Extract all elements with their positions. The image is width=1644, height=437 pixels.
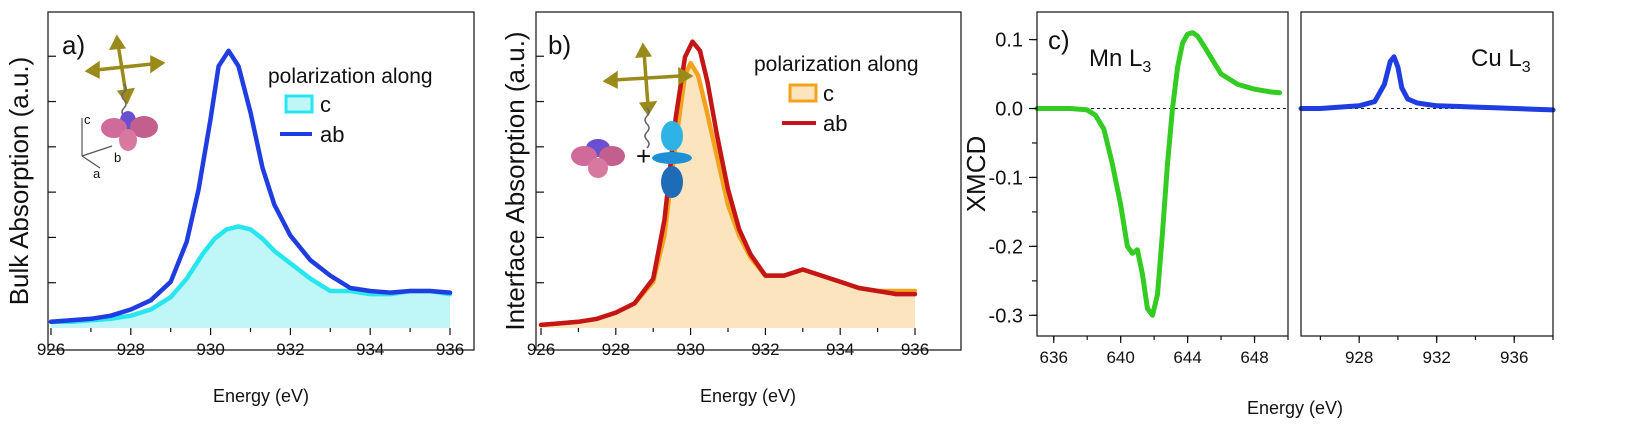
panel-b-series-ab-line <box>538 39 918 328</box>
panel-b-inset-plus-sign: + <box>636 141 651 171</box>
panel-b-legend-swatch-c <box>788 83 818 103</box>
panel-c-cu-xmcd-line <box>1298 54 1556 113</box>
panel-a-plot-area <box>48 48 453 328</box>
panel-c-label: c) <box>1048 25 1070 55</box>
panel-a-x-tick-label: 932 <box>276 340 304 359</box>
panel-c-cu-x-tick-label: 928 <box>1345 348 1373 367</box>
panel-a-x-tick-label: 936 <box>436 340 464 359</box>
panel-c-y-ticks: 0.1 0.0 -0.1 -0.2 -0.3 <box>989 30 1037 327</box>
panel-b-x-tick-label: 934 <box>826 340 854 359</box>
panel-a-frame <box>47 11 475 351</box>
panel-a-x-tick-label: 926 <box>37 340 65 359</box>
panel-b-x-ticks: 926 928 930 932 934 936 <box>527 328 929 359</box>
panel-a-x-ticks: 926 928 930 932 934 936 <box>37 328 464 359</box>
panel-b-x-tick-label: 930 <box>676 340 704 359</box>
panel-b-plot-area <box>538 39 918 328</box>
panel-a-x-tick-label: 930 <box>196 340 224 359</box>
panel-b-y-ticks <box>536 55 544 284</box>
panel-c-mn-x-tick-label: 648 <box>1240 348 1268 367</box>
panel-b-y-axis-title: Interface Absorption (a.u.) <box>500 31 530 330</box>
panel-a-inset-orbital-icon <box>101 111 158 151</box>
panel-c-mn-annotation: Mn L3 <box>1089 45 1151 76</box>
panel-a-label: a) <box>62 30 85 60</box>
panel-b: 926 928 930 932 934 936 b) Energy (eV) Interf… <box>500 11 962 406</box>
panel-c-mn-frame <box>1036 11 1289 337</box>
panel-a: 926 928 930 932 934 936 a) Energy (eV) Bulk A… <box>4 11 475 406</box>
panel-a-inset-polarization-arrows-icon <box>84 34 166 105</box>
panel-a-series-c-fill <box>51 226 450 328</box>
panel-c-y-tick-label: 0.0 <box>995 99 1023 121</box>
panel-b-inset-dz2-orbital-icon <box>652 121 692 198</box>
panel-c-y-tick-label: -0.2 <box>989 236 1023 258</box>
panel-a-series-ab-line <box>48 48 453 325</box>
panel-b-inset-wave-icon <box>644 107 650 149</box>
panel-c-y-tick-label: -0.1 <box>989 167 1023 189</box>
panel-a-x-tick-label: 928 <box>117 340 145 359</box>
panel-c-mn-x-ticks: 636 640 644 648 <box>1040 336 1289 367</box>
panel-b-x-tick-label: 936 <box>901 340 929 359</box>
panel-c-mn-x-tick-label: 640 <box>1106 348 1134 367</box>
panel-c-cu-x-tick-label: 932 <box>1423 348 1451 367</box>
panel-a-inset-axis-a-label: a <box>93 166 101 181</box>
panel-b-label: b) <box>548 30 571 60</box>
panel-b-series-c-fill <box>541 63 915 328</box>
panel-b-x-tick-label: 932 <box>751 340 779 359</box>
panel-a-legend-label-c: c <box>320 92 331 117</box>
panel-b-legend-label-c: c <box>823 81 834 106</box>
panel-c-cu-frame <box>1300 11 1554 337</box>
panel-a-inset-wave-icon <box>121 83 127 117</box>
panel-b-inset-orbital-icon <box>571 139 625 178</box>
panel-c-mn-plot-area <box>1034 30 1288 318</box>
panel-c-cu-plot-area <box>1298 54 1556 113</box>
panel-b-frame <box>535 11 962 351</box>
panel-a-inset-crystal-axes-icon <box>81 118 113 169</box>
panel-a-legend-title: polarization along <box>268 65 433 88</box>
panel-a-x-tick-label: 934 <box>356 340 384 359</box>
panel-a-x-axis-title: Energy (eV) <box>213 386 309 406</box>
panel-b-x-tick-label: 926 <box>527 340 555 359</box>
panel-c-mn-xmcd-line <box>1034 30 1283 318</box>
panel-b-x-axis-title: Energy (eV) <box>700 386 796 406</box>
panel-c-mn-x-tick-label: 636 <box>1040 348 1068 367</box>
panel-a-y-axis-title: Bulk Absorption (a.u.) <box>4 57 34 306</box>
panel-b-legend-title: polarization along <box>754 53 919 76</box>
panel-a-y-ticks <box>48 55 56 284</box>
panel-c-cu-x-ticks: 928 932 936 <box>1319 336 1554 367</box>
panel-c-y-tick-label: -0.3 <box>989 305 1023 327</box>
panel-c-y-tick-label: 0.1 <box>995 30 1023 52</box>
panel-b-x-tick-label: 928 <box>602 340 630 359</box>
panel-b-legend-label-ab: ab <box>823 111 847 136</box>
panel-a-series-c-line <box>48 224 453 325</box>
panel-c: 636 640 644 648 928 932 936 0.1 0.0 -0.1 -0.2 -0.… <box>961 11 1556 418</box>
panel-a-inset-axis-b-label: b <box>114 150 121 165</box>
panel-c-mn-x-tick-label: 644 <box>1173 348 1201 367</box>
panel-c-y-axis-title: XMCD <box>961 136 991 213</box>
panel-a-inset-axis-c-label: c <box>84 112 91 127</box>
panel-b-inset-polarization-arrows-icon <box>602 42 694 117</box>
panel-c-cu-x-tick-label: 936 <box>1500 348 1528 367</box>
panel-c-cu-annotation: Cu L3 <box>1471 45 1531 76</box>
panel-c-x-axis-title: Energy (eV) <box>1247 398 1343 418</box>
panel-a-legend-label-ab: ab <box>320 122 344 147</box>
panel-a-legend-swatch-c <box>284 94 314 114</box>
